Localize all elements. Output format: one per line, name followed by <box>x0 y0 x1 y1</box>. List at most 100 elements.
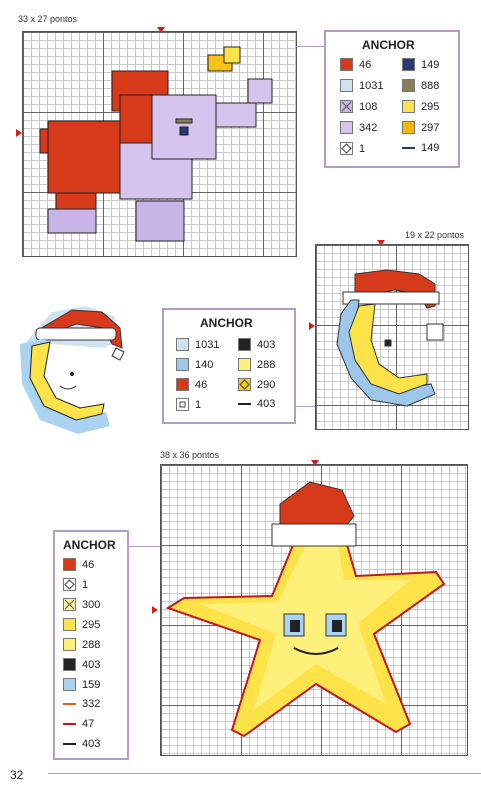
legend-entry: 149 <box>402 142 439 154</box>
legend-code: 288 <box>257 358 276 371</box>
legend-entry: 403 <box>63 738 100 750</box>
middle-connector <box>292 406 315 407</box>
legend-code: 288 <box>82 638 101 651</box>
legend-entry: 1 <box>340 142 365 155</box>
top-center-marker <box>157 27 165 33</box>
legend-entry: 46 <box>63 558 94 571</box>
legend-entry: 1031 <box>340 79 383 92</box>
thread-color-swatch <box>63 658 76 671</box>
backstitch-line-icon <box>63 743 76 745</box>
legend-entry: 159 <box>63 678 100 691</box>
legend-code: 1031 <box>195 338 220 351</box>
middle-legend-title: ANCHOR <box>200 316 253 330</box>
legend-entry: 888 <box>402 79 439 92</box>
legend-entry: 1031 <box>176 338 219 351</box>
legend-code: 290 <box>257 378 276 391</box>
page-number: 32 <box>10 768 24 782</box>
top-connector <box>295 46 325 47</box>
elephant-motif <box>39 46 273 242</box>
legend-entry: 1 <box>63 578 88 591</box>
middle-legend: ANCHOR 1031 403 140 288 46 290 1 403 <box>162 308 296 424</box>
legend-entry: 46 <box>340 58 371 71</box>
middle-center-marker <box>377 240 385 246</box>
thread-color-swatch <box>238 358 251 371</box>
legend-entry: 108 <box>340 100 377 113</box>
backstitch-line-icon <box>238 403 251 405</box>
top-chart-size-label: 33 x 27 pontos <box>18 14 78 24</box>
legend-entry: 47 <box>63 718 94 730</box>
legend-code: 403 <box>257 338 276 351</box>
legend-entry: 403 <box>238 338 275 351</box>
legend-code: 108 <box>359 100 378 113</box>
diamond-symbol-swatch <box>340 142 353 155</box>
legend-code: 300 <box>82 598 101 611</box>
legend-code: 297 <box>421 121 440 134</box>
legend-code: 342 <box>359 121 378 134</box>
thread-color-swatch <box>402 79 415 92</box>
thread-color-swatch <box>176 338 189 351</box>
bottom-legend: ANCHOR 46 1 300 295 288 403 159 332 47 403 <box>53 530 129 760</box>
thread-color-swatch <box>63 618 76 631</box>
legend-code: 149 <box>421 58 440 71</box>
moon-chart-motif <box>336 269 444 407</box>
diamond-symbol-swatch <box>63 578 76 591</box>
legend-code: 46 <box>195 378 208 391</box>
thread-color-swatch <box>402 100 415 113</box>
cross-symbol-swatch <box>63 598 76 611</box>
legend-code: 403 <box>82 658 101 671</box>
thread-color-swatch <box>340 58 353 71</box>
legend-code: 1 <box>195 398 202 411</box>
legend-entry: 403 <box>238 398 275 410</box>
square-symbol-swatch <box>176 398 189 411</box>
legend-code: 403 <box>82 738 101 750</box>
legend-entry: 149 <box>402 58 439 71</box>
bottom-legend-title: ANCHOR <box>63 538 116 552</box>
legend-entry: 140 <box>176 358 213 371</box>
cross-symbol-swatch <box>340 100 353 113</box>
footer-rule <box>48 773 481 774</box>
thread-color-swatch <box>340 121 353 134</box>
moon-illustration <box>20 306 125 434</box>
top-legend: ANCHOR 46 149 1031 888 108 295 342 297 1 149 <box>324 30 460 168</box>
legend-entry: 403 <box>63 658 100 671</box>
legend-code: 46 <box>82 558 95 571</box>
star-motif <box>165 481 446 738</box>
legend-code: 140 <box>195 358 214 371</box>
bottom-center-marker <box>311 460 319 466</box>
bottom-connector <box>126 546 160 547</box>
legend-code: 149 <box>421 142 440 154</box>
legend-entry: 332 <box>63 698 100 710</box>
legend-code: 1 <box>359 142 366 155</box>
legend-code: 295 <box>421 100 440 113</box>
middle-chart-size-label: 19 x 22 pontos <box>405 230 465 240</box>
backstitch-line-icon <box>63 723 76 725</box>
thread-color-swatch <box>402 121 415 134</box>
backstitch-line-icon <box>63 703 76 705</box>
thread-color-swatch <box>176 358 189 371</box>
middle-row-marker <box>309 322 315 330</box>
top-row-marker <box>16 129 22 137</box>
top-legend-title: ANCHOR <box>362 38 415 52</box>
thread-color-swatch <box>63 678 76 691</box>
legend-code: 1031 <box>359 79 384 92</box>
backstitch-line-icon <box>402 147 415 149</box>
thread-color-swatch <box>63 558 76 571</box>
legend-entry: 1 <box>176 398 201 411</box>
thread-color-swatch <box>340 79 353 92</box>
thread-color-swatch <box>402 58 415 71</box>
legend-entry: 295 <box>63 618 100 631</box>
legend-entry: 297 <box>402 121 439 134</box>
legend-entry: 46 <box>176 378 207 391</box>
legend-code: 403 <box>257 398 276 410</box>
legend-entry: 295 <box>402 100 439 113</box>
legend-entry: 342 <box>340 121 377 134</box>
thread-color-swatch <box>63 638 76 651</box>
legend-code: 159 <box>82 678 101 691</box>
legend-code: 1 <box>82 578 89 591</box>
legend-code: 46 <box>359 58 372 71</box>
legend-code: 47 <box>82 718 95 730</box>
legend-entry: 290 <box>238 378 275 391</box>
legend-code: 332 <box>82 698 101 710</box>
bottom-row-marker <box>152 606 158 614</box>
legend-code: 888 <box>421 79 440 92</box>
